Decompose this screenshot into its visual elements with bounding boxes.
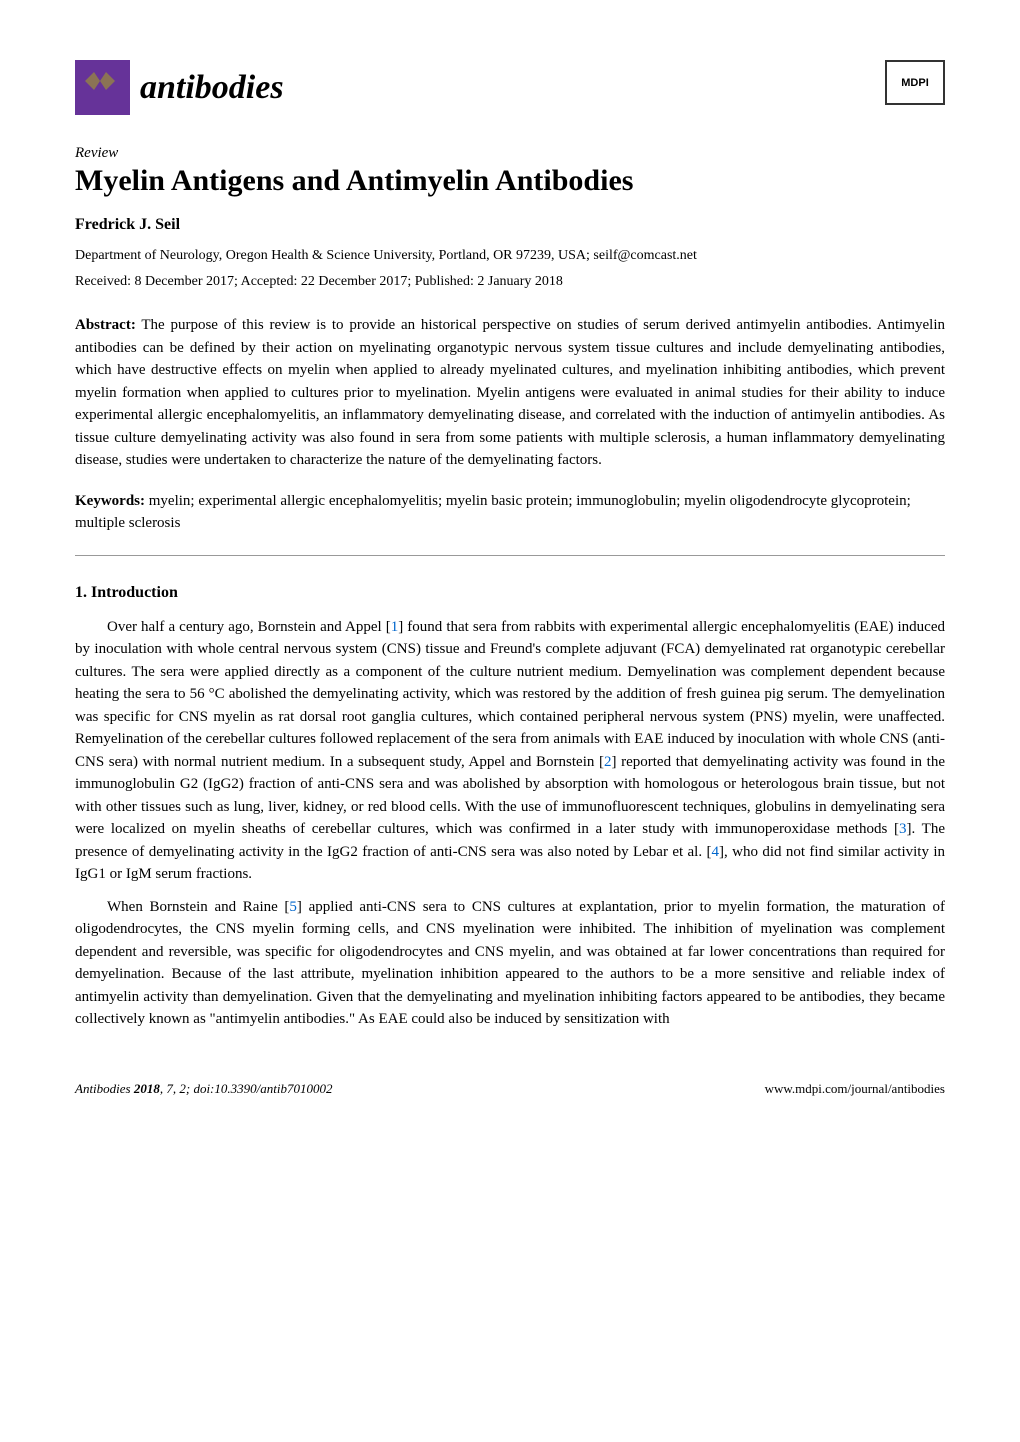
ref-link-4[interactable]: 4	[711, 844, 719, 860]
journal-logo-icon	[75, 60, 130, 115]
para-text: ] applied anti-CNS sera to CNS cultures …	[75, 899, 945, 1028]
footer-citation: Antibodies 2018, 7, 2; doi:10.3390/antib…	[75, 1081, 332, 1097]
para-text: Over half a century ago, Bornstein and A…	[107, 619, 391, 635]
abstract-label: Abstract:	[75, 317, 136, 333]
page-header: antibodies MDPI	[75, 60, 945, 115]
abstract-text: The purpose of this review is to provide…	[75, 317, 945, 468]
ref-link-3[interactable]: 3	[899, 821, 907, 837]
article-title: Myelin Antigens and Antimyelin Antibodie…	[75, 164, 945, 198]
journal-name: antibodies	[140, 69, 284, 107]
footer-url[interactable]: www.mdpi.com/journal/antibodies	[765, 1081, 945, 1097]
keywords-label: Keywords:	[75, 493, 145, 509]
page-footer: Antibodies 2018, 7, 2; doi:10.3390/antib…	[75, 1081, 945, 1097]
body-paragraph-1: Over half a century ago, Bornstein and A…	[75, 616, 945, 886]
publisher-logo: MDPI	[885, 60, 945, 105]
ref-link-5[interactable]: 5	[289, 899, 297, 915]
article-dates: Received: 8 December 2017; Accepted: 22 …	[75, 274, 945, 290]
abstract-block: Abstract: The purpose of this review is …	[75, 314, 945, 472]
author-name: Fredrick J. Seil	[75, 216, 945, 234]
footer-journal: Antibodies	[75, 1081, 131, 1096]
author-affiliation: Department of Neurology, Oregon Health &…	[75, 248, 945, 264]
para-text: ] found that sera from rabbits with expe…	[75, 619, 945, 770]
article-type: Review	[75, 145, 945, 162]
divider	[75, 555, 945, 556]
footer-doi: , 2; doi:10.3390/antib7010002	[173, 1081, 333, 1096]
journal-logo-block: antibodies	[75, 60, 284, 115]
body-paragraph-2: When Bornstein and Raine [5] applied ant…	[75, 896, 945, 1031]
keywords-block: Keywords: myelin; experimental allergic …	[75, 490, 945, 535]
keywords-text: myelin; experimental allergic encephalom…	[75, 493, 911, 532]
footer-year: 2018	[134, 1081, 160, 1096]
para-text: When Bornstein and Raine [	[107, 899, 289, 915]
section-heading-intro: 1. Introduction	[75, 584, 945, 602]
